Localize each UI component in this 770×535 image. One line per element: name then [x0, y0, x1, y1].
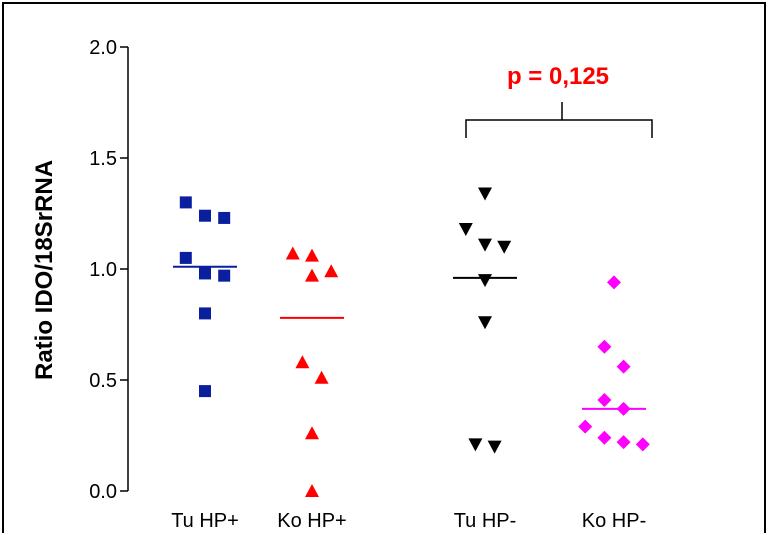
data-point-square	[199, 385, 211, 398]
data-point-diamond	[607, 275, 621, 290]
data-point-square	[179, 251, 192, 264]
data-point-diamond	[597, 339, 612, 354]
data-point-triangle-up	[305, 484, 319, 497]
data-points	[179, 187, 650, 497]
data-point-square	[199, 307, 211, 320]
median-lines	[173, 265, 646, 410]
data-point-diamond	[616, 435, 631, 450]
data-point-triangle-up	[285, 246, 300, 260]
data-point-triangle-up	[305, 248, 319, 262]
data-point-triangle-down	[478, 238, 492, 252]
y-tick-label: 0.0	[89, 481, 117, 503]
data-point-triangle-up	[305, 426, 319, 440]
x-category-label: Tu HP-	[454, 510, 517, 532]
data-point-square	[199, 267, 211, 280]
data-point-triangle-up	[314, 370, 329, 384]
data-point-triangle-up	[324, 264, 339, 278]
p-value-annotation: p = 0,125	[507, 63, 609, 90]
data-point-triangle-up	[295, 355, 310, 369]
x-category-labels: Tu HP+ Ko HP+ Tu HP- Ko HP-	[171, 510, 646, 532]
y-tick-label: 2.0	[89, 37, 117, 59]
y-tick-label: 1.5	[89, 148, 117, 170]
y-tick-label: 1.0	[89, 259, 117, 281]
data-point-square	[218, 269, 231, 282]
x-category-label: Tu HP+	[171, 510, 239, 532]
x-category-label: Ko HP+	[277, 510, 346, 532]
data-point-diamond	[578, 419, 593, 434]
data-point-triangle-down	[478, 316, 492, 330]
data-point-square	[218, 211, 231, 224]
data-point-triangle-down	[487, 440, 502, 454]
data-point-diamond	[597, 392, 612, 407]
data-point-triangle-up	[305, 268, 319, 282]
data-point-triangle-down	[478, 187, 492, 201]
data-point-triangle-down	[458, 223, 473, 237]
data-point-triangle-down	[478, 274, 492, 288]
data-point-square	[179, 196, 192, 209]
y-axis-label: Ratio IDO/18SrRNA	[31, 160, 58, 380]
data-point-diamond	[616, 359, 631, 374]
x-category-label: Ko HP-	[582, 510, 646, 532]
data-point-triangle-down	[497, 240, 512, 254]
data-point-square	[199, 209, 211, 222]
y-tick-label: 0.5	[89, 370, 117, 392]
y-ticks: 0.0 0.5 1.0 1.5 2.0	[89, 37, 128, 503]
data-point-diamond	[597, 430, 612, 445]
data-point-triangle-down	[468, 438, 483, 452]
bracket-line	[465, 102, 653, 138]
significance-bracket	[465, 102, 653, 138]
data-point-diamond	[635, 437, 650, 452]
